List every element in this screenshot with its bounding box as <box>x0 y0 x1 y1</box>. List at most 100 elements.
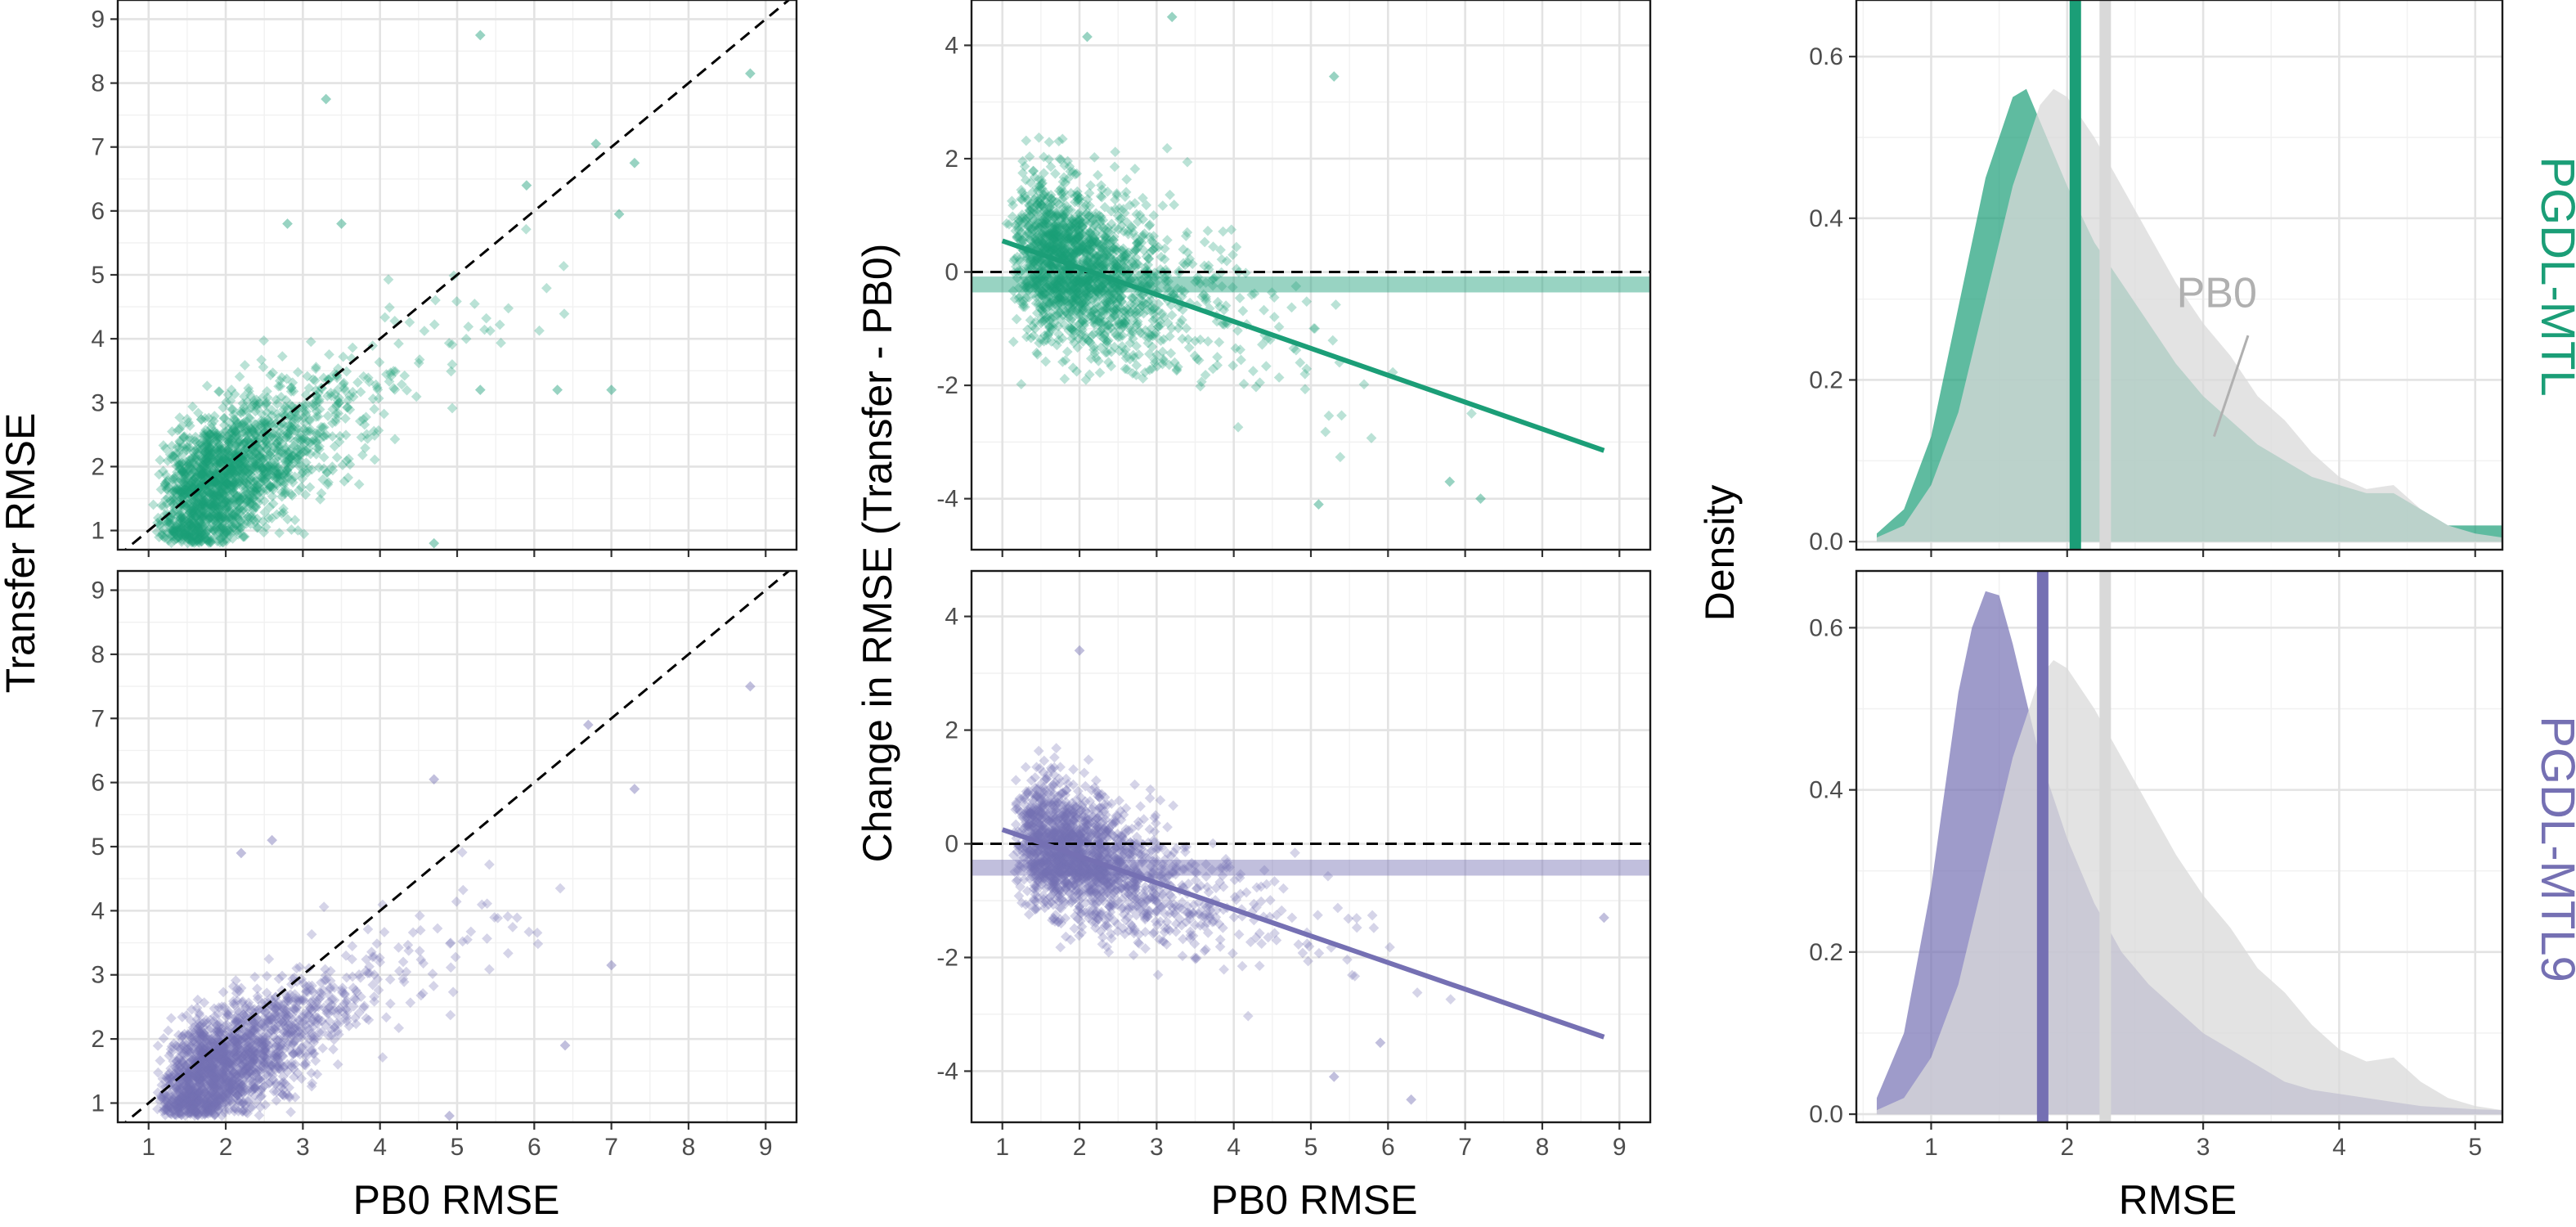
scatter-point <box>218 413 230 424</box>
scatter-point <box>318 372 330 384</box>
scatter-point <box>303 383 315 393</box>
x-tick-label: 7 <box>604 1134 618 1161</box>
scatter-point <box>227 403 238 415</box>
y-tick-label: 8 <box>91 70 105 97</box>
scatter-point <box>274 375 285 386</box>
scatter-point <box>389 384 401 395</box>
scatter-point <box>311 396 322 407</box>
scatter-point <box>286 382 297 393</box>
scatter-point <box>314 394 325 405</box>
scatter-point <box>205 441 217 452</box>
scatter-point <box>276 391 287 402</box>
scatter-point <box>374 357 385 368</box>
scatter-point <box>253 398 263 410</box>
scatter-point <box>338 379 348 390</box>
scatter-point <box>312 411 324 422</box>
scatter-point <box>174 522 186 533</box>
scatter-point <box>213 386 224 397</box>
scatter-point <box>388 383 399 393</box>
scatter-point <box>256 354 267 366</box>
scatter-point <box>235 406 246 417</box>
scatter-point <box>342 402 353 413</box>
y-tick-label: 4 <box>91 897 105 924</box>
scatter-point <box>280 394 291 406</box>
scatter-point <box>260 400 272 411</box>
scatter-point <box>390 366 401 377</box>
scatter-point <box>205 447 217 458</box>
scatter-point <box>209 411 220 422</box>
scatter-point <box>321 390 333 402</box>
scatter-point <box>218 402 229 413</box>
scatter-point <box>204 488 216 499</box>
scatter-point <box>261 397 272 408</box>
scatter-point <box>244 385 254 397</box>
scatter-point <box>285 399 296 411</box>
scatter-point <box>236 407 247 419</box>
scatter-point <box>313 396 325 407</box>
scatter-point <box>288 386 299 397</box>
scatter-point <box>229 389 240 400</box>
scatter-point <box>285 411 296 421</box>
scatter-point <box>256 408 267 420</box>
scatter-point <box>348 391 359 402</box>
scatter-point <box>249 406 261 417</box>
scatter-point <box>343 395 353 406</box>
scatter-point <box>293 413 304 425</box>
scatter-point <box>207 503 218 514</box>
scatter-point <box>386 371 397 382</box>
scatter-point <box>355 386 366 398</box>
scatter-point <box>340 413 351 425</box>
scatter-point <box>251 402 263 414</box>
x-tick-label: 1 <box>141 1134 155 1161</box>
y-tick-label: 4 <box>91 326 105 353</box>
scatter-point <box>258 335 269 346</box>
scatter-point <box>330 408 342 420</box>
scatter-point <box>267 430 277 441</box>
scatter-point <box>309 400 321 411</box>
x-tick-label: 6 <box>527 1134 541 1161</box>
scatter-point <box>258 362 269 373</box>
y-tick-label: 1 <box>91 1090 105 1117</box>
scatter-point <box>333 398 344 409</box>
scatter-point <box>384 302 395 313</box>
scatter-point <box>329 369 340 380</box>
scatter-point <box>305 336 316 348</box>
scatter-point <box>331 413 342 425</box>
scatter-point <box>383 274 394 285</box>
y-tick-label: -4 <box>936 486 958 513</box>
scatter-point <box>325 387 336 398</box>
scatter-point <box>289 413 300 424</box>
scatter-point <box>208 514 218 525</box>
scatter-point <box>369 403 380 415</box>
scatter-point <box>245 402 256 414</box>
scatter-point <box>339 383 350 393</box>
scatter-point <box>234 371 245 382</box>
scatter-point <box>344 404 356 416</box>
scatter-point <box>267 410 277 421</box>
scatter-point <box>265 370 276 380</box>
scatter-point <box>402 384 412 396</box>
scatter-point <box>352 377 363 388</box>
scatter-point <box>300 398 312 409</box>
scatter-point <box>399 370 411 381</box>
scatter-point <box>341 402 352 413</box>
scatter-point <box>285 414 297 425</box>
scatter-point <box>271 394 282 405</box>
scatter-point <box>287 416 298 428</box>
scatter-point <box>393 338 404 349</box>
scatter-point <box>213 386 225 398</box>
scatter-point <box>279 401 290 412</box>
scatter-point <box>414 354 425 365</box>
scatter-point <box>273 380 284 392</box>
scatter-point <box>289 406 301 417</box>
scatter-point <box>249 398 260 409</box>
scatter-point <box>396 379 407 390</box>
scatter-point <box>275 380 286 392</box>
scatter-point <box>251 394 263 406</box>
scatter-point <box>206 499 217 510</box>
y-tick-label: 7 <box>91 134 105 161</box>
y-tick-label: 2 <box>945 146 958 173</box>
